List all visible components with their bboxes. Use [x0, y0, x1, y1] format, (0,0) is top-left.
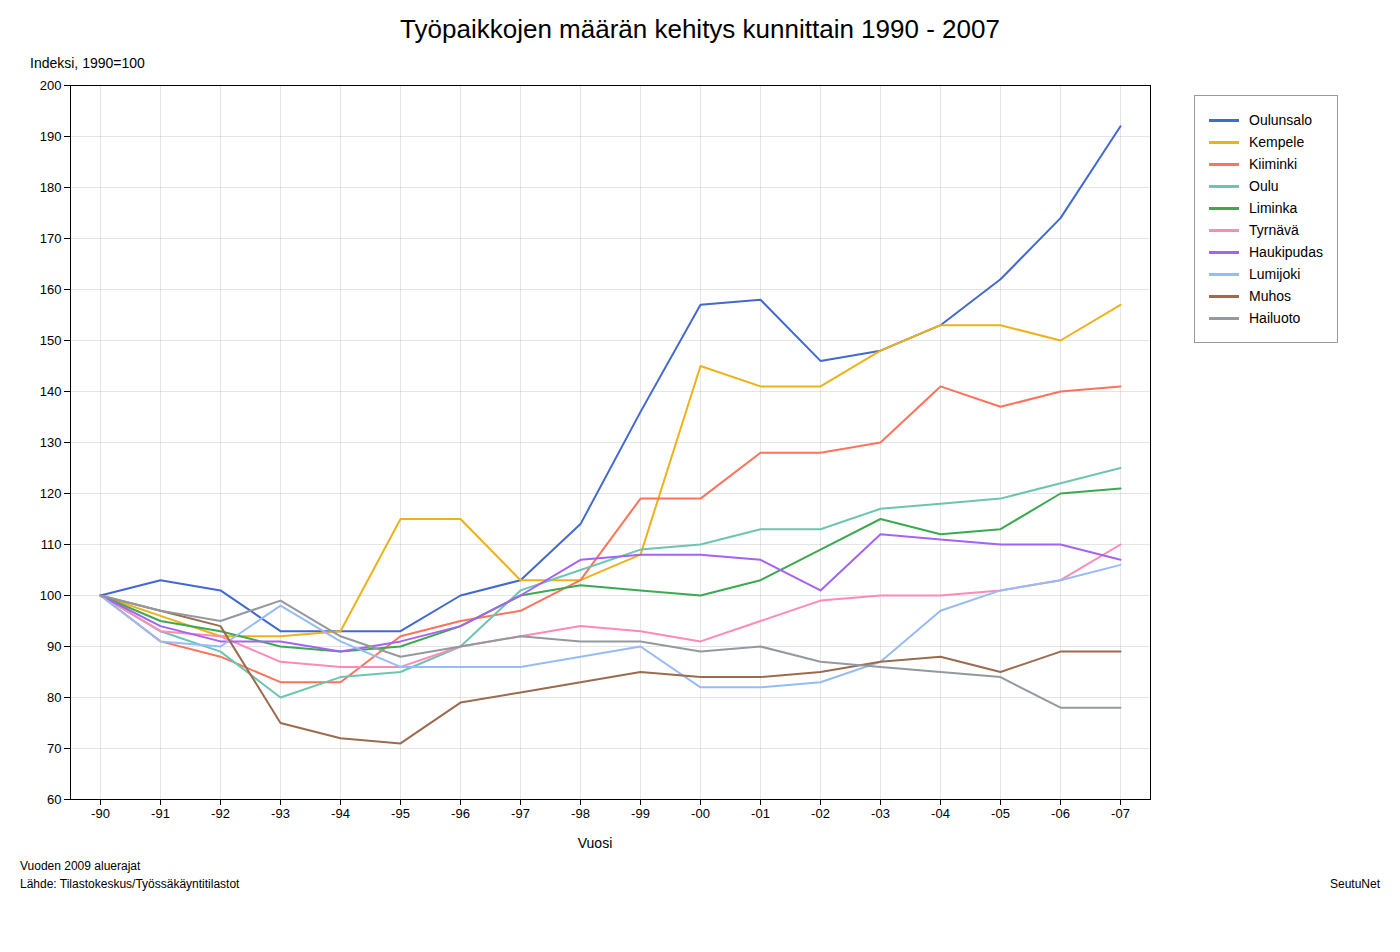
html-text:SeutuNet: SeutuNet: [1330, 877, 1380, 891]
svg-text:-92: -92: [211, 806, 230, 821]
svg-text:130: 130: [40, 435, 62, 450]
html-text:Kiiminki: Kiiminki: [1249, 156, 1298, 172]
html-text:Tyrnävä: Tyrnävä: [1249, 222, 1299, 238]
html-text:Vuoden 2009 aluerajat: Vuoden 2009 aluerajat: [20, 859, 141, 873]
svg-text:150: 150: [40, 333, 62, 348]
svg-text:-04: -04: [931, 806, 950, 821]
svg-text:-01: -01: [751, 806, 770, 821]
svg-text:-97: -97: [511, 806, 530, 821]
svg-text:120: 120: [40, 486, 62, 501]
html-text:Haukipudas: Haukipudas: [1249, 244, 1323, 260]
svg-text:-03: -03: [871, 806, 890, 821]
svg-text:-06: -06: [1051, 806, 1070, 821]
svg-text:-91: -91: [151, 806, 170, 821]
svg-text:-94: -94: [331, 806, 350, 821]
svg-text:80: 80: [47, 690, 61, 705]
svg-text:170: 170: [40, 231, 62, 246]
svg-text:-90: -90: [91, 806, 110, 821]
html-text:Kempele: Kempele: [1249, 134, 1305, 150]
svg-text:140: 140: [40, 384, 62, 399]
svg-text:-02: -02: [811, 806, 830, 821]
html-text:Hailuoto: Hailuoto: [1249, 310, 1301, 326]
html-text:Lumijoki: Lumijoki: [1249, 266, 1301, 282]
svg-text:70: 70: [47, 741, 61, 756]
svg-text:-93: -93: [271, 806, 290, 821]
svg-text:190: 190: [40, 129, 62, 144]
svg-text:-96: -96: [451, 806, 470, 821]
svg-text:110: 110: [41, 537, 62, 552]
svg-text:160: 160: [40, 282, 62, 297]
svg-text:180: 180: [40, 180, 62, 195]
html-text:Vuosi: Vuosi: [577, 835, 613, 851]
html-text:Muhos: Muhos: [1249, 288, 1291, 304]
svg-text:-05: -05: [991, 806, 1010, 821]
svg-text:200: 200: [40, 78, 62, 93]
svg-text:-99: -99: [631, 806, 650, 821]
svg-text:90: 90: [47, 639, 61, 654]
svg-text:60: 60: [47, 792, 61, 807]
svg-text:100: 100: [40, 588, 62, 603]
svg-text:-00: -00: [691, 806, 710, 821]
svg-text:-95: -95: [391, 806, 410, 821]
html-text:Oulunsalo: Oulunsalo: [1249, 112, 1312, 128]
html-text:Indeksi, 1990=100: Indeksi, 1990=100: [30, 55, 145, 71]
html-text:Liminka: Liminka: [1249, 200, 1298, 216]
html-text:Työpaikkojen määrän kehitys ku: Työpaikkojen määrän kehitys kunnittain 1…: [400, 14, 1000, 44]
svg-text:-07: -07: [1111, 806, 1130, 821]
html-text:Lähde: Tilastokeskus/Työssäkäy: Lähde: Tilastokeskus/Työssäkäyntitilasto…: [20, 877, 240, 891]
html-text:Oulu: Oulu: [1249, 178, 1279, 194]
svg-text:-98: -98: [571, 806, 590, 821]
